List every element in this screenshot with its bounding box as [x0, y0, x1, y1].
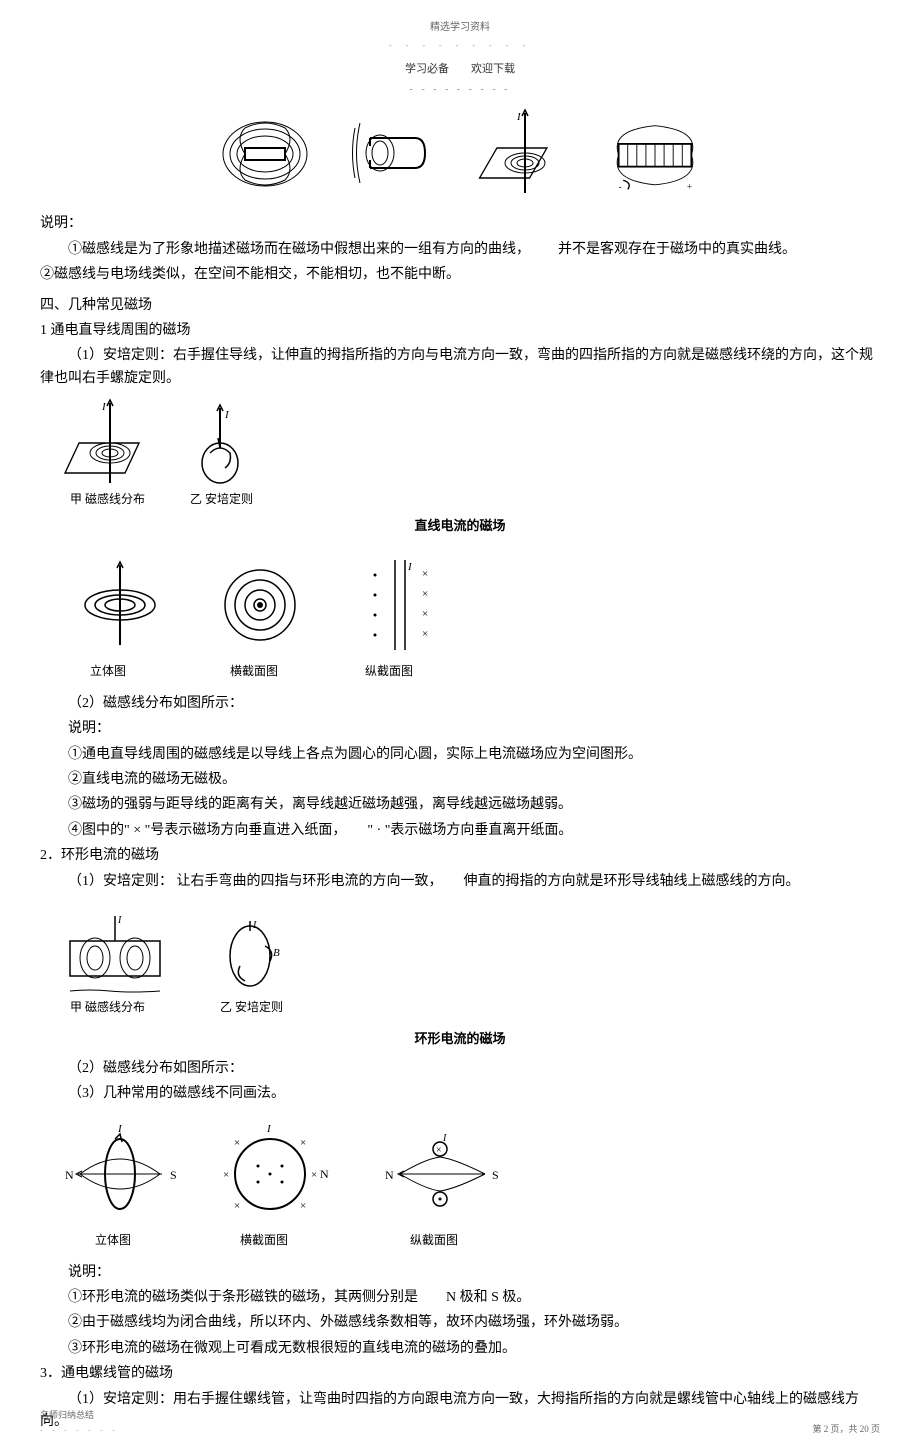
- svg-text:N: N: [65, 1168, 74, 1182]
- fig1-cap-b-svg: 乙 安培定则: [190, 491, 253, 506]
- header-top: 精选学习资料: [40, 20, 880, 36]
- svg-text:横截面图: 横截面图: [230, 664, 278, 678]
- loop-current-figure: I: [475, 108, 575, 198]
- svg-text:立体图: 立体图: [90, 663, 126, 678]
- line9: ③环形电流的磁场在微观上可看成无数根很短的直线电流的磁场的叠加。: [40, 1338, 880, 1360]
- svg-text:×: ×: [234, 1137, 240, 1149]
- svg-text:×: ×: [422, 628, 428, 640]
- footer-left: 名师归纳总结 - - - - - - -: [40, 1408, 119, 1437]
- horseshoe-magnet-figure: [345, 108, 445, 198]
- loop-ampere-figure: I B I 甲 磁感线分布 乙 安培定则: [40, 901, 880, 1021]
- header-sub-right: 欢迎下载: [471, 63, 515, 75]
- svg-text:立体图: 立体图: [95, 1232, 131, 1247]
- header-sub: 学习必备 欢迎下载: [40, 61, 880, 79]
- svg-text:I: I: [117, 915, 122, 926]
- svg-text:N: N: [320, 1167, 329, 1181]
- fig1-cap-a-svg: 甲 磁感线分布: [70, 491, 145, 506]
- svg-text:N: N: [385, 1168, 394, 1182]
- shuoming3-label: 说明：: [40, 1262, 880, 1284]
- svg-text:+: +: [687, 182, 692, 192]
- header-dots: - - - - - - - - -: [40, 40, 880, 53]
- svg-text:I: I: [101, 401, 107, 413]
- sub2-title: 2．环形电流的磁场: [40, 845, 880, 867]
- top-figures-row: I - +: [40, 108, 880, 198]
- svg-text:I: I: [252, 920, 257, 931]
- line1a-text: ①磁感线是为了形象地描述磁场而在磁场中假想出来的一组有方向的曲线，: [68, 242, 530, 257]
- svg-text:S: S: [170, 1168, 177, 1182]
- line5: ③磁场的强弱与距导线的距离有关，离导线越近磁场越强，离导线越远磁场越弱。: [40, 794, 880, 816]
- sub1-title: 1 通电直导线周围的磁场: [40, 320, 880, 342]
- line2: ②磁感线与电场线类似，在空间不能相交，不能相切，也不能中断。: [40, 264, 880, 286]
- sub2-2-text: （2）磁感线分布如图所示：: [40, 1058, 880, 1080]
- svg-text:×: ×: [436, 1145, 442, 1156]
- footer-right: 第 2 页，共 20 页: [812, 1422, 880, 1436]
- line6: ④图中的" × "号表示磁场方向垂直进入纸面， " · "表示磁场方向垂直离开纸…: [40, 820, 880, 842]
- svg-text:I: I: [266, 1123, 272, 1135]
- solenoid-figure: - +: [605, 108, 705, 198]
- line8: ②由于磁感线均为闭合曲线，所以环内、外磁感线条数相等，故环内磁场强，环外磁场弱。: [40, 1312, 880, 1334]
- svg-text:I: I: [407, 561, 413, 573]
- footer-left-label: 名师归纳总结: [40, 1410, 94, 1420]
- svg-text:I: I: [224, 409, 230, 421]
- svg-text:横截面图: 横截面图: [240, 1233, 288, 1247]
- line1b-text: 并不是客观存在于磁场中的真实曲线。: [558, 242, 796, 257]
- shuoming1-label: 说明：: [40, 213, 880, 235]
- svg-text:×: ×: [300, 1200, 306, 1212]
- section4-title: 四、几种常见磁场: [40, 295, 880, 317]
- line6b-text: " · "表示磁场方向垂直离开纸面。: [367, 823, 572, 838]
- footer-dots: - - - - - - -: [40, 1426, 119, 1434]
- svg-text:纵截面图: 纵截面图: [410, 1233, 458, 1247]
- sub2-1a: （1）安培定则： 让右手弯曲的四指与环形电流的方向一致，: [68, 874, 443, 889]
- svg-text:甲 磁感线分布: 甲 磁感线分布: [70, 999, 145, 1014]
- svg-text:×: ×: [223, 1169, 229, 1181]
- line7: ①环形电流的磁场类似于条形磁铁的磁场，其两侧分别是 N 极和 S 极。: [40, 1287, 880, 1309]
- svg-text:×: ×: [311, 1169, 317, 1181]
- svg-text:乙 安培定则: 乙 安培定则: [220, 999, 283, 1014]
- fig1-title: 直线电流的磁场: [40, 516, 880, 537]
- sub2-3-text: （3）几种常用的磁感线不同画法。: [40, 1083, 880, 1105]
- svg-text:I: I: [442, 1133, 447, 1144]
- straight-wire-views: I × × × × 立体图 横截面图 纵截面图: [40, 545, 880, 685]
- sub2-1b: 伸直的拇指的方向就是环形导线轴线上磁感线的方向。: [464, 874, 800, 889]
- loop-views-figure: I N S I × × × × × × N N S: [40, 1114, 880, 1254]
- svg-text:×: ×: [300, 1137, 306, 1149]
- ampere-rule-figure-1: I I 甲 磁感线分布 乙 安培定则: [40, 398, 880, 508]
- svg-text:×: ×: [422, 568, 428, 580]
- svg-text:×: ×: [422, 608, 428, 620]
- sub2-1-text: （1）安培定则： 让右手弯曲的四指与环形电流的方向一致， 伸直的拇指的方向就是环…: [40, 871, 880, 893]
- header-sub-left: 学习必备: [405, 63, 449, 75]
- svg-text:×: ×: [234, 1200, 240, 1212]
- sub1-1-text: （1）安培定则：右手握住导线，让伸直的拇指所指的方向与电流方向一致，弯曲的四指所…: [40, 345, 880, 390]
- svg-text:-: -: [619, 182, 622, 192]
- shuoming2-label: 说明：: [40, 718, 880, 740]
- sub3-title: 3．通电螺线管的磁场: [40, 1363, 880, 1385]
- svg-text:I: I: [516, 111, 522, 123]
- svg-text:S: S: [492, 1168, 499, 1182]
- svg-text:纵截面图: 纵截面图: [365, 664, 413, 678]
- line4: ②直线电流的磁场无磁极。: [40, 769, 880, 791]
- sub1-2-text: （2）磁感线分布如图所示：: [40, 693, 880, 715]
- bar-magnet-figure: [215, 108, 315, 198]
- fig3-title: 环形电流的磁场: [40, 1029, 880, 1050]
- svg-text:B: B: [273, 947, 280, 959]
- line1: ①磁感线是为了形象地描述磁场而在磁场中假想出来的一组有方向的曲线， 并不是客观存…: [40, 239, 880, 261]
- header-dashes: - - - - - - - - -: [40, 82, 880, 98]
- line6a-text: ④图中的" × "号表示磁场方向垂直进入纸面，: [68, 823, 346, 838]
- line3: ①通电直导线周围的磁感线是以导线上各点为圆心的同心圆，实际上电流磁场应为空间图形…: [40, 744, 880, 766]
- sub3-1-text: （1）安培定则：用右手握住螺线管，让弯曲时四指的方向跟电流方向一致，大拇指所指的…: [40, 1389, 880, 1434]
- svg-text:×: ×: [422, 588, 428, 600]
